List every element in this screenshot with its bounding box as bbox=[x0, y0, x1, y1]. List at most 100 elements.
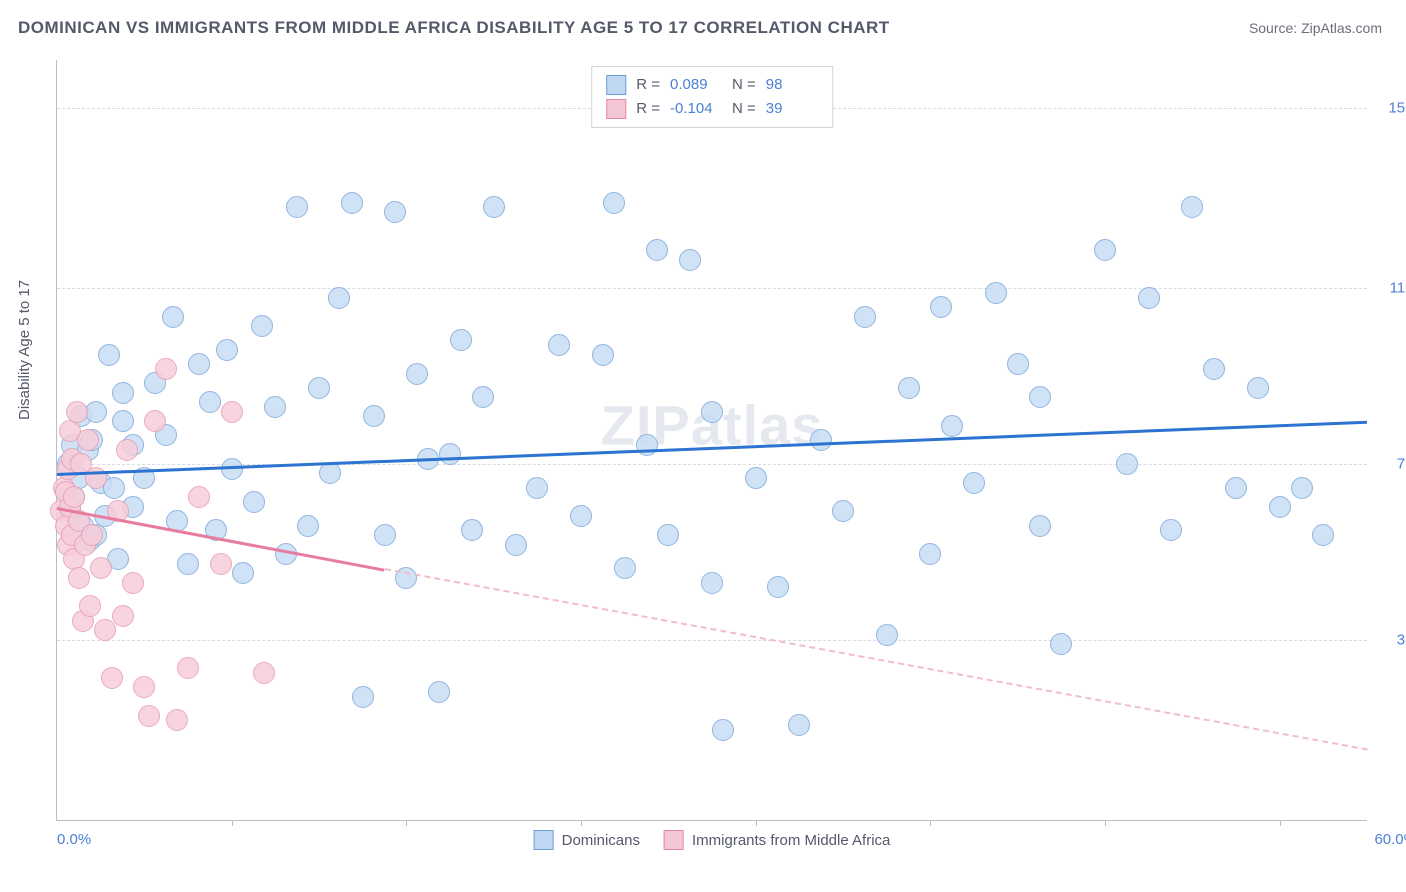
scatter-point bbox=[1138, 287, 1160, 309]
scatter-point bbox=[483, 196, 505, 218]
scatter-point bbox=[1029, 515, 1051, 537]
scatter-point bbox=[264, 396, 286, 418]
scatter-point bbox=[90, 557, 112, 579]
chart-title: DOMINICAN VS IMMIGRANTS FROM MIDDLE AFRI… bbox=[18, 18, 890, 38]
gridline bbox=[57, 640, 1367, 641]
scatter-point bbox=[439, 443, 461, 465]
scatter-point bbox=[767, 576, 789, 598]
scatter-point bbox=[363, 405, 385, 427]
scatter-point bbox=[526, 477, 548, 499]
scatter-point bbox=[1225, 477, 1247, 499]
y-tick-label: 15.0% bbox=[1388, 99, 1406, 116]
y-tick-label: 11.2% bbox=[1390, 280, 1406, 297]
scatter-point bbox=[199, 391, 221, 413]
scatter-point bbox=[963, 472, 985, 494]
scatter-point bbox=[854, 306, 876, 328]
chart-area: Disability Age 5 to 17 ZIPatlas R = 0.08… bbox=[44, 60, 1384, 840]
scatter-point bbox=[701, 401, 723, 423]
scatter-point bbox=[1160, 519, 1182, 541]
scatter-point bbox=[98, 344, 120, 366]
scatter-point bbox=[177, 553, 199, 575]
scatter-point bbox=[133, 676, 155, 698]
legend-swatch bbox=[664, 830, 684, 850]
scatter-point bbox=[374, 524, 396, 546]
scatter-point bbox=[112, 605, 134, 627]
scatter-point bbox=[788, 714, 810, 736]
x-max-label: 60.0% bbox=[1374, 831, 1406, 848]
scatter-point bbox=[162, 306, 184, 328]
scatter-point bbox=[112, 382, 134, 404]
scatter-point bbox=[1247, 377, 1269, 399]
scatter-point bbox=[614, 557, 636, 579]
scatter-point bbox=[701, 572, 723, 594]
scatter-point bbox=[216, 339, 238, 361]
x-tick bbox=[232, 820, 233, 826]
scatter-point bbox=[985, 282, 1007, 304]
scatter-point bbox=[472, 386, 494, 408]
x-tick bbox=[406, 820, 407, 826]
scatter-point bbox=[603, 192, 625, 214]
scatter-point bbox=[941, 415, 963, 437]
scatter-point bbox=[85, 401, 107, 423]
scatter-point bbox=[101, 667, 123, 689]
scatter-point bbox=[1203, 358, 1225, 380]
scatter-point bbox=[81, 524, 103, 546]
scatter-point bbox=[657, 524, 679, 546]
scatter-point bbox=[1312, 524, 1334, 546]
scatter-point bbox=[328, 287, 350, 309]
legend-swatch-blue bbox=[606, 75, 626, 95]
scatter-point bbox=[712, 719, 734, 741]
scatter-point bbox=[116, 439, 138, 461]
scatter-point bbox=[1291, 477, 1313, 499]
scatter-point bbox=[406, 363, 428, 385]
scatter-point bbox=[286, 196, 308, 218]
scatter-point bbox=[450, 329, 472, 351]
scatter-point bbox=[251, 315, 273, 337]
plot-area: ZIPatlas R = 0.089 N = 98 R = -0.104 N =… bbox=[56, 60, 1367, 821]
scatter-point bbox=[297, 515, 319, 537]
scatter-point bbox=[63, 486, 85, 508]
scatter-point bbox=[1181, 196, 1203, 218]
legend-item: Immigrants from Middle Africa bbox=[664, 830, 890, 850]
scatter-point bbox=[221, 401, 243, 423]
scatter-point bbox=[548, 334, 570, 356]
scatter-point bbox=[810, 429, 832, 451]
series-legend: Dominicans Immigrants from Middle Africa bbox=[534, 830, 891, 850]
y-tick-label: 7.5% bbox=[1397, 455, 1406, 472]
x-tick bbox=[1280, 820, 1281, 826]
scatter-point bbox=[745, 467, 767, 489]
scatter-point bbox=[461, 519, 483, 541]
source-link[interactable]: ZipAtlas.com bbox=[1301, 20, 1382, 36]
legend-row: R = -0.104 N = 39 bbox=[606, 97, 818, 121]
scatter-point bbox=[352, 686, 374, 708]
x-min-label: 0.0% bbox=[57, 831, 91, 848]
scatter-point bbox=[77, 429, 99, 451]
gridline bbox=[57, 288, 1367, 289]
scatter-point bbox=[679, 249, 701, 271]
scatter-point bbox=[79, 595, 101, 617]
scatter-point bbox=[919, 543, 941, 565]
scatter-point bbox=[166, 709, 188, 731]
legend-row: R = 0.089 N = 98 bbox=[606, 73, 818, 97]
legend-swatch bbox=[534, 830, 554, 850]
trend-line bbox=[57, 421, 1367, 476]
scatter-point bbox=[341, 192, 363, 214]
scatter-point bbox=[646, 239, 668, 261]
scatter-point bbox=[144, 410, 166, 432]
y-axis-label: Disability Age 5 to 17 bbox=[16, 280, 33, 420]
legend-item: Dominicans bbox=[534, 830, 640, 850]
scatter-point bbox=[188, 486, 210, 508]
scatter-point bbox=[243, 491, 265, 513]
scatter-point bbox=[1116, 453, 1138, 475]
scatter-point bbox=[112, 410, 134, 432]
scatter-point bbox=[138, 705, 160, 727]
scatter-point bbox=[832, 500, 854, 522]
trend-line bbox=[384, 568, 1367, 750]
scatter-point bbox=[1269, 496, 1291, 518]
scatter-point bbox=[122, 572, 144, 594]
legend-swatch-pink bbox=[606, 99, 626, 119]
x-tick bbox=[930, 820, 931, 826]
scatter-point bbox=[505, 534, 527, 556]
scatter-point bbox=[592, 344, 614, 366]
scatter-point bbox=[232, 562, 254, 584]
